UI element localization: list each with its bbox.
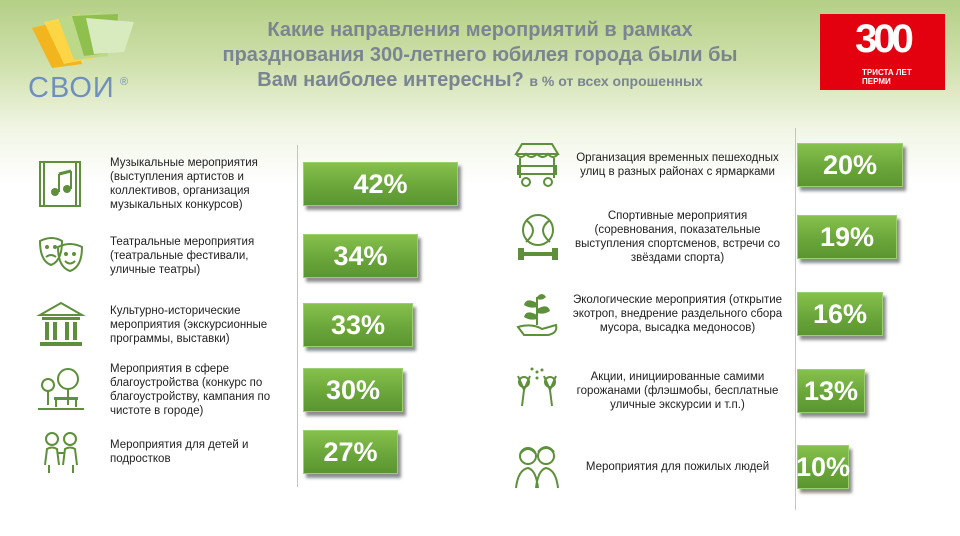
anniversary-badge: 300 ТРИСТА ЛЕТ ПЕРМИ: [820, 14, 945, 90]
badge-line-1: ТРИСТА ЛЕТ: [862, 68, 912, 77]
bar: 19%: [797, 215, 897, 259]
music-icon: [36, 159, 86, 214]
bar: 34%: [303, 234, 418, 278]
badge-line-2: ПЕРМИ: [862, 77, 891, 86]
bar: 42%: [303, 162, 458, 206]
bar: 16%: [797, 292, 883, 336]
theater-masks-icon: [36, 231, 86, 286]
value-label: 34%: [333, 240, 388, 271]
bar: 13%: [797, 369, 865, 413]
sports-icon: [512, 212, 562, 267]
category-label: Музыкальные мероприятия (выступления арт…: [110, 157, 258, 211]
category-label: Культурно-исторические мероприятия (экск…: [110, 305, 268, 345]
value-label: 10%: [795, 451, 851, 482]
brand-logo: СВОИ ®: [22, 6, 142, 116]
park-icon: [36, 365, 86, 420]
value-label: 13%: [803, 375, 859, 406]
category-label: Акции, инициированные самими горожанами …: [576, 371, 779, 411]
category-label: Театральные мероприятия (театральные фес…: [110, 236, 255, 276]
bar: 10%: [795, 445, 851, 489]
market-stall-icon: [512, 140, 562, 195]
bar: 30%: [303, 368, 403, 412]
brand-leaves-icon: [32, 12, 134, 68]
title-main: Какие направления мероприятий в рамках п…: [222, 19, 738, 91]
left-axis-line: [297, 145, 298, 487]
value-label: 27%: [323, 436, 378, 467]
right-axis-line: [795, 128, 796, 510]
value-label: 30%: [325, 374, 381, 405]
category-label: Мероприятия для детей и подростков: [110, 439, 249, 465]
celebration-icon: [512, 366, 562, 421]
title-sub: в % от всех опрошенных: [529, 73, 703, 89]
category-label: Спортивные мероприятия (соревнования, по…: [574, 210, 781, 264]
category-label: Мероприятия в сфере благоустройства (кон…: [110, 363, 271, 417]
bar: 33%: [303, 303, 413, 347]
value-label: 42%: [353, 168, 408, 199]
museum-icon: [36, 300, 86, 355]
elderly-icon: [512, 442, 562, 497]
value-label: 33%: [330, 309, 386, 340]
category-label: Мероприятия для пожилых людей: [585, 461, 770, 473]
value-label: 19%: [819, 221, 875, 252]
brand-name: СВОИ: [28, 72, 115, 104]
bar: 27%: [303, 430, 398, 474]
badge-number: 300: [855, 17, 914, 61]
value-label: 20%: [822, 149, 878, 180]
category-label: Экологические мероприятия (открытие экот…: [572, 294, 783, 334]
children-icon: [36, 427, 86, 482]
eco-plant-icon: [512, 289, 562, 344]
category-label: Организация временных пешеходных улиц в …: [576, 152, 779, 178]
value-label: 16%: [812, 298, 868, 329]
brand-registered-mark: ®: [120, 76, 129, 88]
page-title: Какие направления мероприятий в рамках п…: [200, 18, 760, 94]
bar: 20%: [797, 143, 903, 187]
